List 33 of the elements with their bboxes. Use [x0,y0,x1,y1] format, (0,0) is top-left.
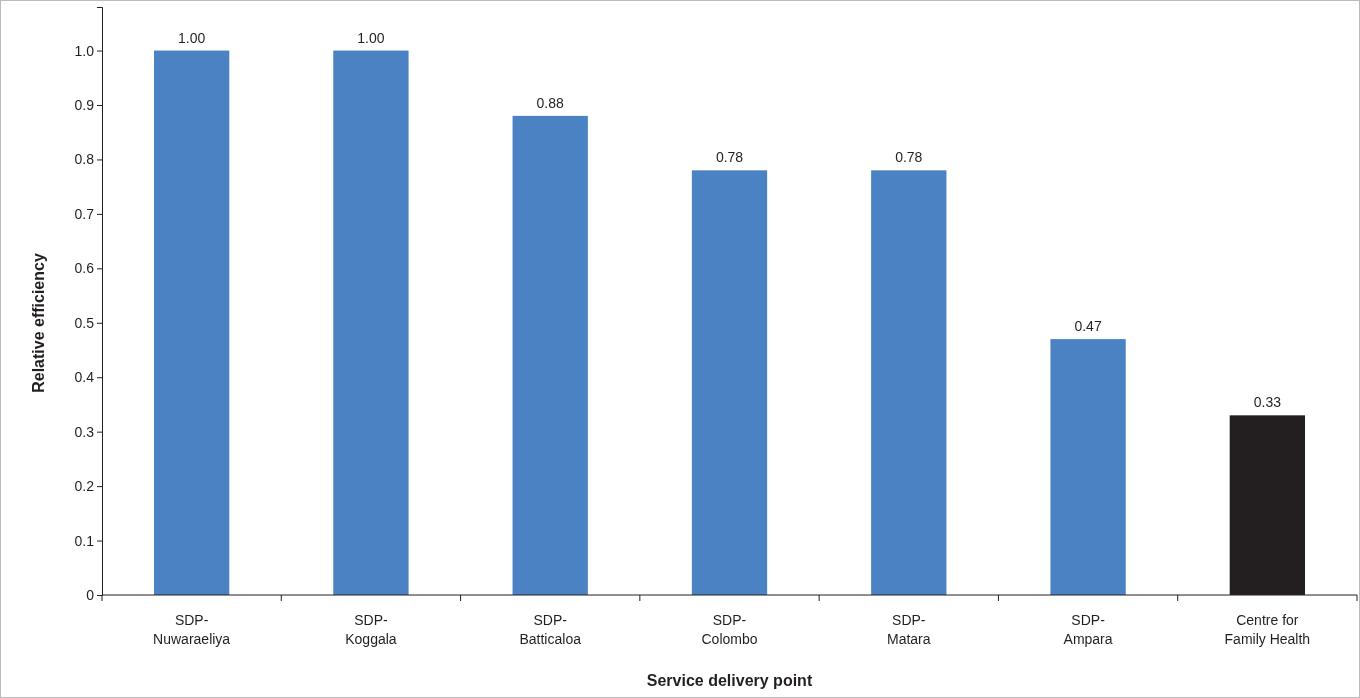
data-label: 0.78 [715,149,744,166]
y-tick-label: 0 [86,586,95,603]
y-tick-label: 0.6 [74,260,95,277]
y-tick-label: 0.8 [74,151,95,168]
bar [871,170,947,595]
y-axis-title: Relative efficiency [30,253,47,393]
bar [1050,339,1126,595]
x-tick-label: SDP-Batticaloa [519,612,582,647]
x-tick-label: Centre for Family Health [1224,612,1311,647]
x-tick-label: SDP-Matara [887,612,931,647]
bar [153,50,230,595]
data-label: 0.47 [1074,318,1102,335]
y-tick-label: 1.0 [74,42,95,59]
y-tick-label: 0.3 [74,423,95,440]
bar [691,170,768,595]
data-label: 1.00 [357,29,385,46]
y-tick-label: 0.4 [74,369,95,386]
y-tick-label: 0.1 [74,532,95,549]
x-tick-label: SDP-Koggala [345,612,397,647]
bar [512,115,588,595]
y-tick-label: 0.5 [74,314,95,331]
y-tick-label: 0.2 [74,478,95,495]
x-tick-label: SDP-Nuwaraeliya [153,612,231,647]
data-label: 0.88 [536,94,565,111]
data-label: 1.00 [178,29,206,46]
x-axis-title: Service delivery point [646,672,813,689]
x-tick-label: SDP-Ampara [1063,612,1113,647]
y-tick-label: 0.9 [74,96,95,113]
data-label: 0.33 [1253,394,1282,411]
bar [333,50,409,595]
data-label: 0.78 [895,149,923,166]
y-tick-label: 0.7 [74,205,95,222]
x-tick-label: SDP-Colombo [701,612,758,647]
